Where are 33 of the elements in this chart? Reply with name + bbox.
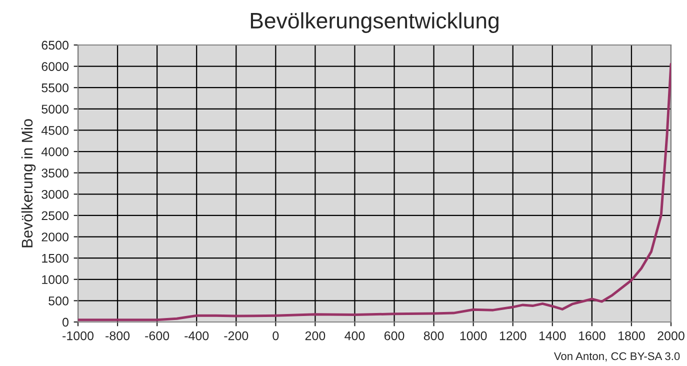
y-tick-label: 1500 xyxy=(42,254,68,263)
y-tick-label: 0 xyxy=(62,318,68,327)
y-tick-label: 3000 xyxy=(42,190,68,199)
y-tick-label: 4500 xyxy=(41,126,68,135)
x-tick-label: -400 xyxy=(184,331,209,340)
x-tick-label: -200 xyxy=(224,331,248,340)
x-tick-label: 1400 xyxy=(539,331,566,340)
y-tick-label: 1000 xyxy=(42,275,68,284)
x-tick-label: -600 xyxy=(145,331,170,340)
x-tick-label: 200 xyxy=(305,331,326,340)
x-tick-label: 0 xyxy=(272,331,279,340)
x-tick-label: -1000 xyxy=(62,331,94,340)
x-tick-label: 800 xyxy=(424,331,444,340)
x-tick-label: 1200 xyxy=(500,331,526,340)
chart-title: Bevölkerungsentwicklung xyxy=(250,12,498,33)
y-tick-label: 6000 xyxy=(42,62,68,71)
y-tick-label: 4000 xyxy=(41,147,68,156)
y-tick-label: 6500 xyxy=(42,40,68,50)
y-tick-label: 2000 xyxy=(42,232,68,242)
y-tick-label: 500 xyxy=(48,296,68,306)
x-tick-label: 600 xyxy=(384,331,404,340)
x-tick-label: -800 xyxy=(106,331,130,340)
y-tick-label: 5500 xyxy=(42,83,68,92)
x-tick-label: 1000 xyxy=(460,331,487,340)
x-tick-label: 400 xyxy=(344,331,365,340)
y-tick-label: 5000 xyxy=(42,104,68,114)
y-tick-label: 3500 xyxy=(42,168,68,178)
y-axis-title: Bevölkerung in Mio xyxy=(21,119,36,248)
x-tick-label: 1800 xyxy=(618,331,645,340)
text: Von Anton, CC BY-SA 3.0 xyxy=(554,352,680,362)
x-tick-label: 2000 xyxy=(658,331,684,340)
x-tick-label: 1600 xyxy=(578,331,606,340)
y-tick-label: 2500 xyxy=(42,211,68,220)
